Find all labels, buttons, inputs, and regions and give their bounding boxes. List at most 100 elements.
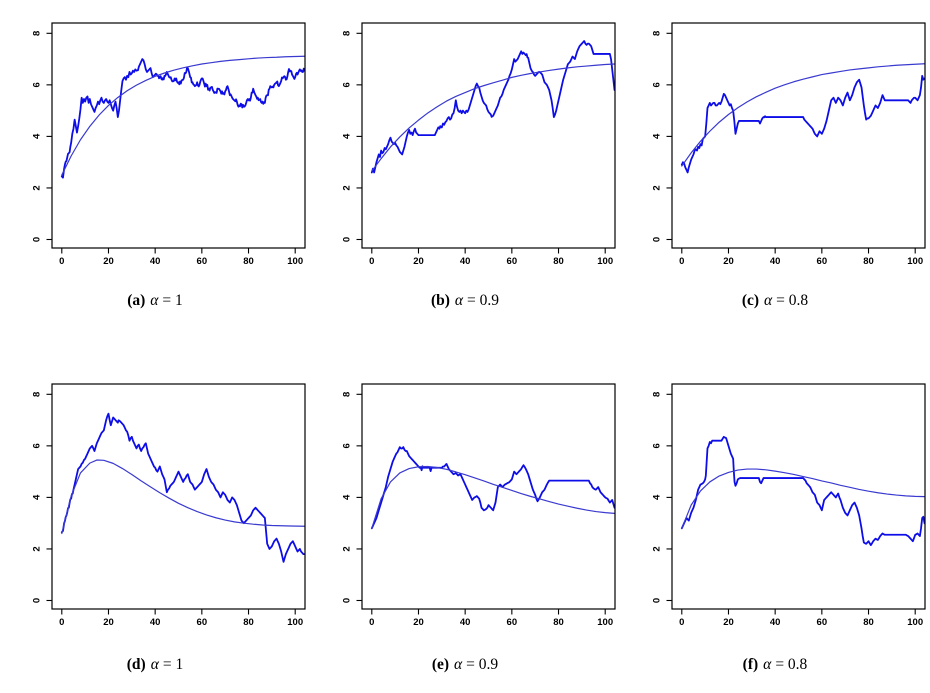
- y-tick-label: 6: [652, 82, 663, 87]
- x-tick-label: 0: [369, 256, 374, 267]
- x-tick-label: 40: [770, 256, 781, 267]
- panel-row-1: 0 20 40 60 80 100 0 2 4 6 8 (a) α = 1 0 20 40 60 80 100 0 2…: [0, 0, 926, 347]
- y-tick-label: 2: [32, 185, 43, 190]
- simulated-path-line: [680, 435, 926, 546]
- panel-a: 0 20 40 60 80 100 0 2 4 6 8 (a) α = 1: [0, 0, 310, 347]
- panel-row-2: 0 20 40 60 80 100 0 2 4 6 8 (d) α = 1 0 20 40 60 80 100 0 2…: [0, 347, 930, 693]
- mean-curve-line: [681, 63, 926, 167]
- x-tick-label: 60: [507, 617, 518, 628]
- x-tick-label: 0: [679, 617, 684, 628]
- x-tick-label: 100: [597, 617, 613, 628]
- caption-a-alpha-symbol: α: [150, 292, 159, 309]
- plot-a: 0 20 40 60 80 100 0 2 4 6 8: [32, 22, 306, 267]
- caption-e: (e) α = 0.9: [432, 656, 498, 674]
- plot-box: [361, 383, 616, 610]
- x-tick-label: 20: [723, 617, 734, 628]
- plot-c: 0 20 40 60 80 100 0 2 4 6 8: [652, 22, 926, 267]
- mean-curve-line: [371, 465, 616, 529]
- plot-f: 0 20 40 60 80 100 0 2 4 6 8: [652, 383, 926, 628]
- panel-f: 0 20 40 60 80 100 0 2 4 6 8 (f) α = 0.8: [620, 347, 930, 693]
- x-tick-label: 80: [243, 617, 254, 628]
- y-tick-label: 8: [652, 392, 663, 397]
- caption-e-value: = 0.9: [466, 656, 499, 673]
- caption-a: (a) α = 1: [127, 292, 183, 310]
- x-tick-label: 40: [460, 256, 471, 267]
- plot-box: [51, 22, 306, 249]
- mean-curve-line: [371, 63, 616, 172]
- y-tick-label: 8: [342, 31, 353, 36]
- caption-d-value: = 1: [162, 656, 184, 673]
- plot-d: 0 20 40 60 80 100 0 2 4 6 8: [32, 383, 306, 628]
- x-tick-label: 40: [150, 256, 161, 267]
- x-tick-label: 80: [553, 256, 564, 267]
- x-tick-label: 80: [863, 617, 874, 628]
- caption-b-value: = 0.9: [467, 292, 500, 309]
- caption-e-alpha-symbol: α: [454, 656, 463, 673]
- simulated-path-line: [680, 74, 926, 174]
- y-tick-label: 6: [342, 82, 353, 87]
- panel-e: 0 20 40 60 80 100 0 2 4 6 8 (e) α = 0.9: [310, 347, 620, 693]
- simulated-path-line: [370, 40, 616, 174]
- mean-curve-line: [61, 459, 306, 535]
- caption-c-label: (c): [741, 292, 760, 309]
- plot-box: [51, 383, 306, 610]
- caption-f-label: (f): [742, 656, 759, 673]
- y-tick-label: 0: [652, 598, 663, 603]
- y-tick-label: 6: [32, 443, 43, 448]
- x-tick-label: 60: [507, 256, 518, 267]
- caption-f-alpha-symbol: α: [763, 656, 772, 673]
- y-tick-label: 4: [32, 494, 43, 500]
- x-tick-label: 100: [907, 617, 923, 628]
- caption-c-alpha-symbol: α: [764, 292, 773, 309]
- y-tick-label: 2: [342, 185, 353, 190]
- y-tick-label: 4: [342, 133, 353, 139]
- caption-d-label: (d): [126, 656, 146, 673]
- y-tick-label: 0: [32, 237, 43, 242]
- x-tick-label: 20: [103, 617, 114, 628]
- panel-b: 0 20 40 60 80 100 0 2 4 6 8 (b) α = 0.9: [310, 0, 620, 347]
- mean-curve-line: [61, 55, 306, 176]
- x-tick-label: 20: [413, 256, 424, 267]
- y-tick-label: 0: [652, 237, 663, 242]
- x-tick-label: 60: [197, 617, 208, 628]
- x-tick-label: 80: [553, 617, 564, 628]
- x-tick-label: 20: [103, 256, 114, 267]
- y-tick-label: 4: [32, 133, 43, 139]
- x-tick-label: 40: [150, 617, 161, 628]
- plot-e: 0 20 40 60 80 100 0 2 4 6 8: [342, 383, 616, 628]
- caption-c: (c) α = 0.8: [742, 292, 808, 310]
- y-tick-label: 0: [342, 598, 353, 603]
- x-tick-label: 60: [197, 256, 208, 267]
- x-tick-label: 0: [369, 617, 374, 628]
- x-tick-label: 20: [723, 256, 734, 267]
- y-tick-label: 8: [652, 31, 663, 36]
- panel-d: 0 20 40 60 80 100 0 2 4 6 8 (d) α = 1: [0, 347, 310, 693]
- y-tick-label: 6: [652, 443, 663, 448]
- x-tick-label: 100: [287, 256, 303, 267]
- y-tick-label: 4: [652, 494, 663, 500]
- y-tick-label: 2: [32, 546, 43, 551]
- caption-e-label: (e): [431, 656, 450, 673]
- caption-b-alpha-symbol: α: [454, 292, 464, 309]
- y-tick-label: 2: [652, 185, 663, 190]
- y-tick-label: 0: [342, 237, 353, 242]
- x-tick-label: 0: [59, 617, 64, 628]
- caption-b: (b) α = 0.9: [431, 292, 499, 310]
- x-tick-label: 40: [770, 617, 781, 628]
- simulated-path-line: [60, 412, 306, 563]
- x-tick-label: 0: [59, 256, 64, 267]
- caption-d: (d) α = 1: [127, 656, 183, 674]
- x-tick-label: 100: [287, 617, 303, 628]
- y-tick-label: 2: [342, 546, 353, 551]
- caption-f: (f) α = 0.8: [743, 656, 808, 674]
- x-tick-label: 80: [243, 256, 254, 267]
- y-tick-label: 8: [342, 392, 353, 397]
- mean-curve-line: [681, 468, 926, 529]
- caption-d-alpha-symbol: α: [150, 656, 159, 673]
- y-tick-label: 4: [652, 133, 663, 139]
- plot-box: [361, 22, 616, 249]
- simulated-path-line: [370, 446, 616, 530]
- y-tick-label: 2: [652, 546, 663, 551]
- x-tick-label: 40: [460, 617, 471, 628]
- caption-a-label: (a): [127, 292, 146, 309]
